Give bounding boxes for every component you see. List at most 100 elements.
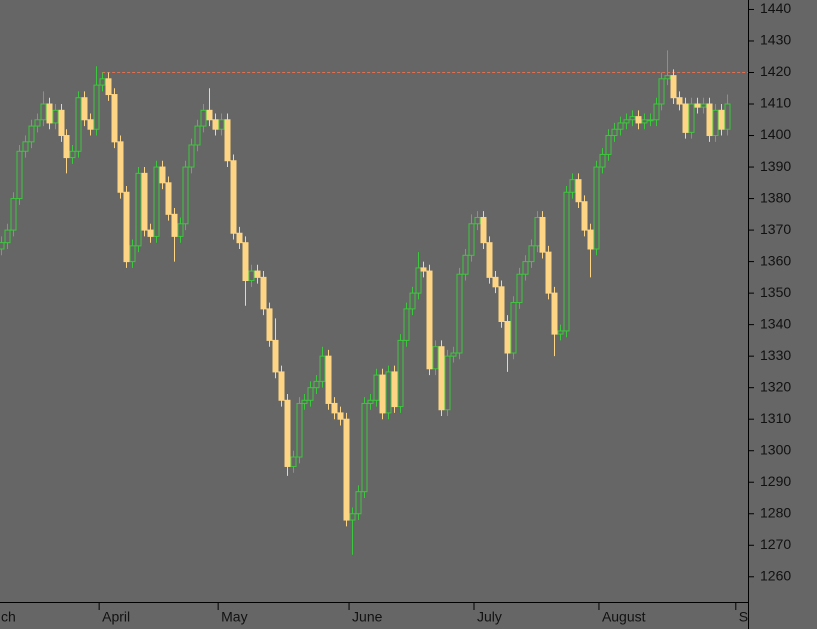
y-tick-label: 1420	[760, 63, 791, 79]
candle-body	[432, 346, 439, 370]
candle-body	[367, 399, 374, 404]
candle-body	[218, 119, 225, 130]
candle-body	[587, 229, 594, 250]
candle-body	[355, 491, 362, 515]
candle-body	[522, 261, 529, 275]
candle-body	[147, 229, 154, 237]
candle-body	[40, 103, 47, 121]
candle-body	[22, 141, 29, 152]
candle-body	[385, 371, 392, 414]
candle-body	[641, 119, 648, 124]
y-tick-label: 1380	[760, 189, 791, 205]
x-tick-label: ch	[1, 609, 16, 625]
candle-body	[248, 270, 255, 282]
y-tick-label: 1440	[760, 0, 791, 16]
y-tick-label: 1280	[760, 504, 791, 520]
candle-body	[724, 103, 731, 130]
candle-body	[254, 270, 261, 278]
candle-body	[296, 402, 303, 458]
y-tick-label: 1410	[760, 95, 791, 111]
candle-body	[212, 119, 219, 130]
candle-body	[653, 103, 660, 121]
x-tick-label: July	[477, 609, 502, 625]
candle-body	[623, 119, 630, 124]
x-tick-label: May	[221, 609, 247, 625]
candle-body	[28, 125, 35, 143]
candle-body	[635, 116, 642, 124]
candle-body	[135, 172, 142, 247]
candle-body	[361, 402, 368, 493]
candle-body	[16, 150, 23, 200]
y-tick-label: 1260	[760, 567, 791, 583]
candle-body	[575, 179, 582, 203]
candle-body	[236, 232, 243, 244]
candle-body	[700, 103, 707, 108]
candle-body	[617, 122, 624, 130]
candle-body	[272, 339, 279, 373]
candle-body	[0, 242, 5, 250]
y-tick-label: 1290	[760, 473, 791, 489]
candle-body	[676, 97, 683, 105]
candle-body	[123, 191, 130, 263]
candle-body	[165, 182, 172, 215]
candle-body	[420, 267, 427, 272]
candle-body	[647, 119, 654, 122]
candle-body	[373, 374, 380, 401]
axes: 1260 1270 1280 1290 1300 1310 1320 1330 1340 1350…	[0, 0, 791, 629]
candle-body	[486, 242, 493, 278]
y-tick-label: 1340	[760, 315, 791, 331]
candle-body	[325, 355, 332, 404]
candle-body	[409, 292, 416, 310]
candle-body	[397, 339, 404, 408]
candle-body	[266, 308, 273, 341]
y-tick-label: 1330	[760, 347, 791, 363]
candle-body	[52, 109, 59, 124]
candle-body	[498, 286, 505, 322]
candle-body	[492, 276, 499, 288]
candle-body	[444, 355, 451, 411]
y-tick-label: 1350	[760, 284, 791, 300]
candle-body	[557, 330, 564, 335]
candle-body	[718, 109, 725, 130]
candle-body	[706, 103, 713, 137]
candle-body	[4, 229, 11, 244]
y-tick-label: 1300	[760, 441, 791, 457]
candle-body	[224, 119, 231, 162]
candle-body	[260, 276, 267, 310]
candle-body	[581, 201, 588, 231]
candle-body	[177, 223, 184, 237]
candle-body	[664, 75, 671, 80]
plot-area	[0, 50, 748, 555]
candle-body	[670, 75, 677, 99]
y-tick-label: 1390	[760, 158, 791, 174]
candle-body	[426, 270, 433, 370]
candle-body	[593, 166, 600, 250]
candle-body	[569, 179, 576, 193]
candle-body	[611, 128, 618, 137]
candle-body	[10, 198, 17, 231]
candle-body	[599, 153, 606, 168]
candle-body	[278, 371, 285, 401]
candle-body	[450, 352, 457, 357]
candle-body	[284, 399, 291, 467]
candle-body	[58, 109, 65, 137]
candle-body	[93, 84, 100, 130]
candle-body	[117, 141, 124, 193]
candle-body	[188, 144, 195, 168]
candle-body	[69, 150, 76, 159]
candle-body	[206, 109, 213, 121]
candle-body	[510, 302, 517, 354]
candle-body	[307, 387, 314, 401]
candle-body	[682, 103, 689, 133]
candle-body	[230, 160, 237, 234]
candle-body	[480, 216, 487, 244]
candle-body	[337, 412, 344, 420]
y-tick-label: 1320	[760, 378, 791, 394]
candle-body	[34, 119, 41, 127]
candle-body	[99, 78, 106, 86]
x-tick-label: June	[352, 609, 383, 625]
candle-body	[629, 116, 636, 121]
candle-body	[504, 320, 511, 354]
candle-body	[563, 191, 570, 332]
